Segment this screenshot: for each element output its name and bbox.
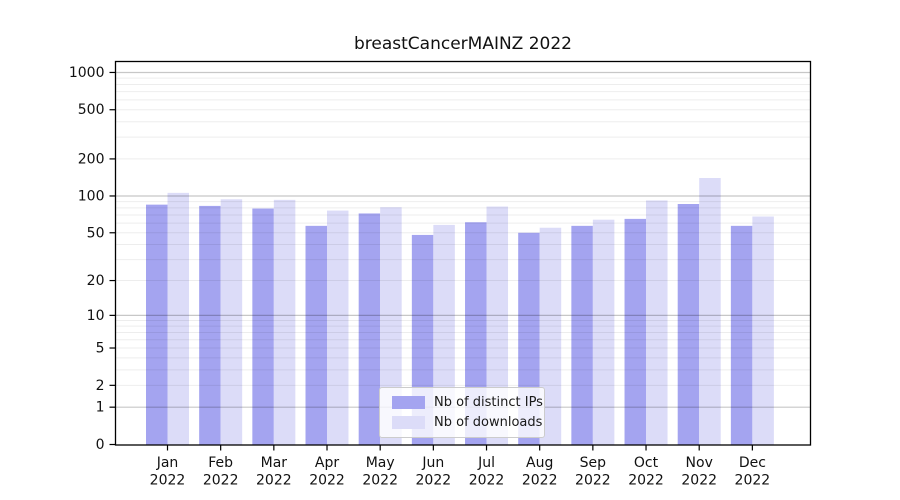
y-tick-label: 5 [96, 341, 105, 357]
x-tick-label-year-sep: 2022 [575, 473, 611, 489]
bar-distinct-ips-apr [305, 225, 328, 445]
y-tick-label: 200 [78, 151, 105, 167]
bar-downloads-feb [220, 199, 243, 445]
legend-swatch-distinct-ips [392, 396, 425, 409]
bar-downloads-may [380, 207, 402, 445]
x-tick-label-month-may: May [366, 455, 395, 471]
bar-distinct-ips-dec [730, 225, 753, 445]
bar-downloads-jul [486, 206, 509, 445]
x-tick-label-month-jan: Jan [156, 455, 179, 471]
y-tick-label: 0 [96, 437, 105, 453]
bar-downloads-jan [167, 192, 189, 445]
x-tick-label-year-feb: 2022 [203, 473, 239, 489]
x-tick-label-year-dec: 2022 [735, 473, 771, 489]
legend-swatch-downloads [392, 416, 425, 429]
legend-item-downloads: Nb of downloads [392, 415, 544, 430]
bar-distinct-ips-oct [624, 218, 647, 445]
bar-downloads-sep [592, 219, 615, 445]
x-tick-label-month-jul: Jul [477, 455, 495, 471]
x-tick-label-month-oct: Oct [634, 455, 659, 471]
x-tick-label-year-may: 2022 [362, 473, 398, 489]
x-tick-label-month-nov: Nov [686, 455, 713, 471]
x-tick-label-year-jul: 2022 [469, 473, 505, 489]
x-tick-label-month-feb: Feb [208, 455, 233, 471]
y-tick-label: 10 [87, 308, 105, 324]
bar-distinct-ips-nov [677, 204, 700, 445]
x-tick-label-year-apr: 2022 [309, 473, 345, 489]
bar-distinct-ips-feb [199, 205, 221, 445]
x-tick-label-year-nov: 2022 [681, 473, 717, 489]
x-tick-label-year-jan: 2022 [150, 473, 186, 489]
y-tick-label: 2 [96, 378, 105, 394]
bar-distinct-ips-sep [571, 225, 593, 445]
y-tick-label: 100 [78, 188, 105, 204]
y-tick-label: 20 [87, 273, 105, 289]
bar-distinct-ips-may [358, 213, 381, 445]
legend-item-distinct-ips: Nb of distinct IPs [392, 395, 544, 410]
legend-label-distinct-ips: Nb of distinct IPs [434, 395, 543, 410]
x-tick-label-month-jun: Jun [421, 455, 444, 471]
x-tick-label-month-aug: Aug [526, 455, 553, 471]
bar-distinct-ips-jan [146, 204, 168, 445]
bar-downloads-mar [273, 199, 296, 445]
plot-frame [114, 60, 812, 446]
bar-downloads-aug [539, 227, 562, 445]
x-tick-label-month-dec: Dec [739, 455, 766, 471]
legend-label-downloads: Nb of downloads [434, 415, 543, 430]
legend: Nb of distinct IPs Nb of downloads [379, 387, 545, 438]
bar-distinct-ips-mar [252, 208, 274, 445]
chart-title: breastCancerMAINZ 2022 [353, 34, 573, 54]
bar-downloads-nov [699, 178, 721, 445]
x-tick-label-year-mar: 2022 [256, 473, 292, 489]
y-tick-label: 1 [96, 400, 105, 416]
x-tick-label-month-sep: Sep [580, 455, 607, 471]
x-tick-label-month-apr: Apr [315, 455, 339, 471]
y-tick-label: 50 [87, 225, 105, 241]
y-tick-label: 500 [78, 102, 105, 118]
x-tick-label-year-oct: 2022 [628, 473, 664, 489]
bar-downloads-oct [646, 200, 668, 445]
y-tick-label: 1000 [69, 65, 105, 81]
bar-downloads-dec [752, 216, 774, 445]
x-tick-label-year-jun: 2022 [416, 473, 452, 489]
x-tick-label-year-aug: 2022 [522, 473, 558, 489]
bar-downloads-apr [327, 210, 349, 445]
x-tick-label-month-mar: Mar [261, 455, 288, 471]
